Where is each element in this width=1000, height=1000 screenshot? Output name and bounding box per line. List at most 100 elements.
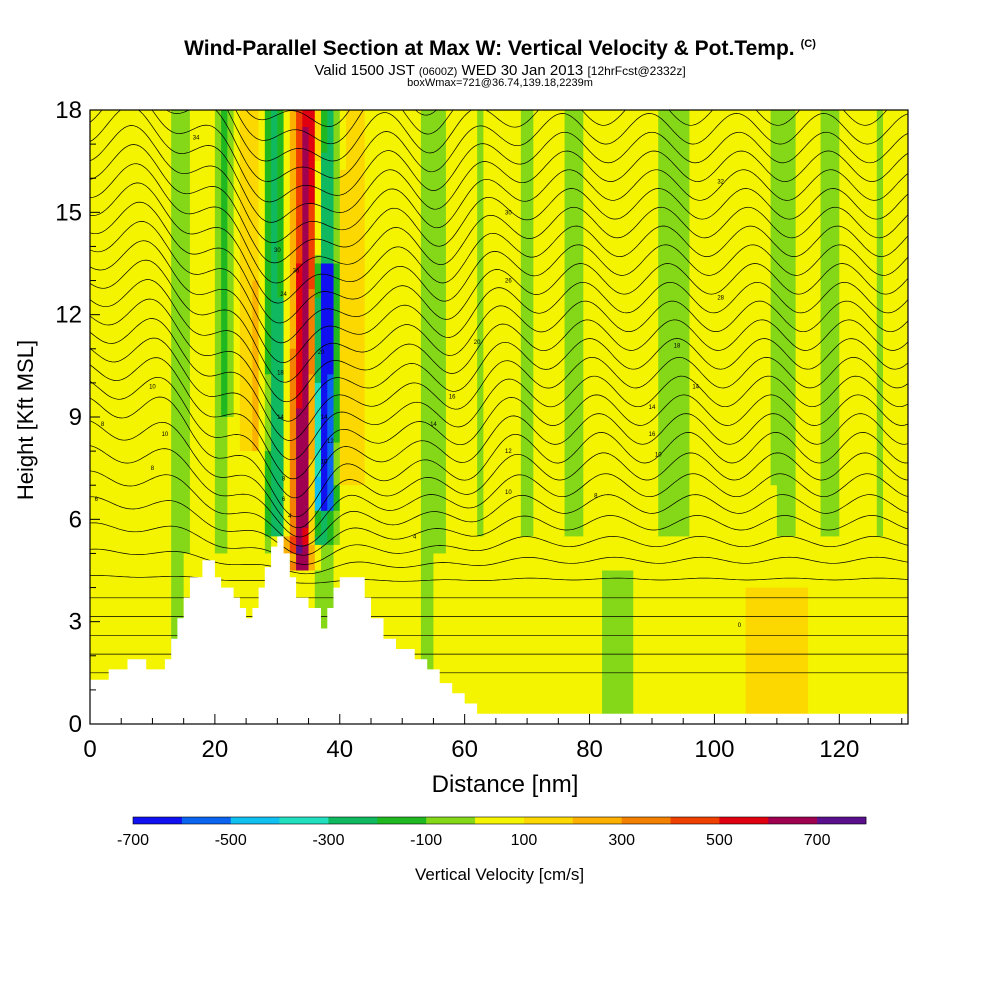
velocity-cell: [520, 536, 528, 724]
y-tick-label: 3: [69, 609, 82, 636]
contour-label: 14: [430, 422, 437, 428]
velocity-cell: [751, 587, 759, 724]
velocity-cell: [470, 110, 478, 724]
velocity-cell: [277, 110, 285, 299]
velocity-cell: [308, 459, 316, 546]
velocity-cell: [758, 110, 765, 589]
theta-contour: [90, 0, 908, 74]
velocity-cell: [239, 110, 247, 452]
velocity-cell: [608, 570, 616, 724]
velocity-cell: [545, 110, 553, 724]
velocity-cell: [139, 110, 147, 724]
velocity-cell: [314, 536, 322, 546]
velocity-cell: [814, 110, 822, 724]
velocity-cell: [221, 417, 228, 555]
velocity-cell: [314, 510, 322, 537]
chart-subtitle: Valid 1500 JST (0600Z) WED 30 Jan 2013 […: [314, 62, 686, 79]
velocity-cell: [764, 110, 772, 589]
velocity-cell: [339, 110, 347, 171]
velocity-cell: [221, 110, 228, 418]
velocity-cell: [620, 570, 628, 724]
contour-labels: 6 8 8 10 10 34 30 36 24 18 14 20 14 12 10 8 6 4 4 14 16 20 12 1…: [95, 135, 742, 629]
contour-label: 6: [95, 497, 99, 503]
velocity-cell: [439, 553, 447, 724]
theta-contour: [90, 125, 908, 243]
velocity-cell: [308, 544, 316, 572]
velocity-cell: [283, 110, 291, 537]
theta-contour: [90, 357, 908, 480]
colorbar-swatch: [768, 817, 818, 824]
velocity-cell: [121, 110, 129, 724]
theta-contour: [90, 0, 908, 40]
colorbar-tick-label: 300: [608, 832, 635, 849]
velocity-cell: [246, 451, 253, 724]
velocity-cell: [876, 110, 884, 537]
velocity-cell: [183, 110, 191, 555]
contour-label: 6: [282, 497, 286, 503]
theta-contour: [166, 110, 908, 182]
theta-contour: [90, 0, 908, 22]
velocity-cell: [602, 570, 609, 724]
colorbar-swatch: [523, 817, 574, 824]
theta-contour: [90, 144, 908, 264]
velocity-cell: [321, 263, 328, 512]
theta-contour: [90, 163, 908, 284]
colorbar-swatch: [181, 817, 232, 824]
theta-contour: [90, 0, 908, 109]
velocity-cell: [327, 110, 335, 265]
theta-contour: [245, 110, 438, 127]
velocity-cell: [314, 254, 322, 265]
velocity-cell: [370, 110, 378, 724]
theta-contour: [90, 420, 908, 529]
velocity-cell: [783, 587, 790, 724]
theta-contour: [90, 240, 908, 363]
velocity-cell: [876, 536, 884, 724]
x-tick-label: 0: [83, 736, 96, 763]
velocity-cell: [826, 110, 834, 537]
velocity-cell: [751, 110, 759, 589]
velocity-cell: [464, 110, 472, 724]
velocity-cell: [227, 417, 235, 724]
velocity-cell: [820, 110, 828, 537]
theta-contour: [90, 496, 908, 556]
velocity-cell: [264, 536, 272, 555]
velocity-cell: [558, 110, 566, 724]
velocity-cell: [321, 510, 328, 546]
velocity-cell: [695, 110, 703, 724]
velocity-cell: [302, 127, 310, 529]
velocity-cell: [477, 536, 484, 724]
velocity-cell: [196, 110, 203, 724]
colorbar-swatch: [230, 817, 280, 824]
velocity-cell: [352, 110, 360, 486]
contour-label: 4: [288, 514, 292, 520]
theta-contour: [227, 110, 888, 162]
contour-label: 16: [449, 395, 456, 401]
velocity-cell: [502, 110, 509, 724]
velocity-cell: [495, 110, 503, 724]
contour-label: 32: [717, 180, 724, 186]
velocity-cell: [689, 110, 697, 724]
velocity-cell: [164, 110, 172, 724]
velocity-cell: [508, 110, 516, 724]
velocity-cell: [346, 110, 353, 486]
velocity-cell: [826, 536, 834, 724]
velocity-cell: [289, 110, 297, 350]
theta-contour: [90, 445, 908, 538]
theta-contour: [90, 259, 908, 383]
velocity-cell: [414, 110, 422, 724]
colorbar-tick-label: 700: [804, 832, 831, 849]
terrain-shape: [90, 536, 908, 724]
theta-contour: [90, 182, 908, 304]
velocity-cell: [452, 110, 460, 724]
velocity-cell: [127, 110, 135, 724]
velocity-cell: [833, 536, 840, 724]
velocity-cell: [333, 442, 341, 486]
theta-contour: [90, 575, 908, 584]
y-tick-label: 15: [55, 199, 82, 226]
velocity-cell: [333, 485, 341, 512]
contour-label: 28: [717, 296, 724, 302]
theta-contour: [90, 376, 908, 499]
theta-contour: [90, 318, 908, 441]
